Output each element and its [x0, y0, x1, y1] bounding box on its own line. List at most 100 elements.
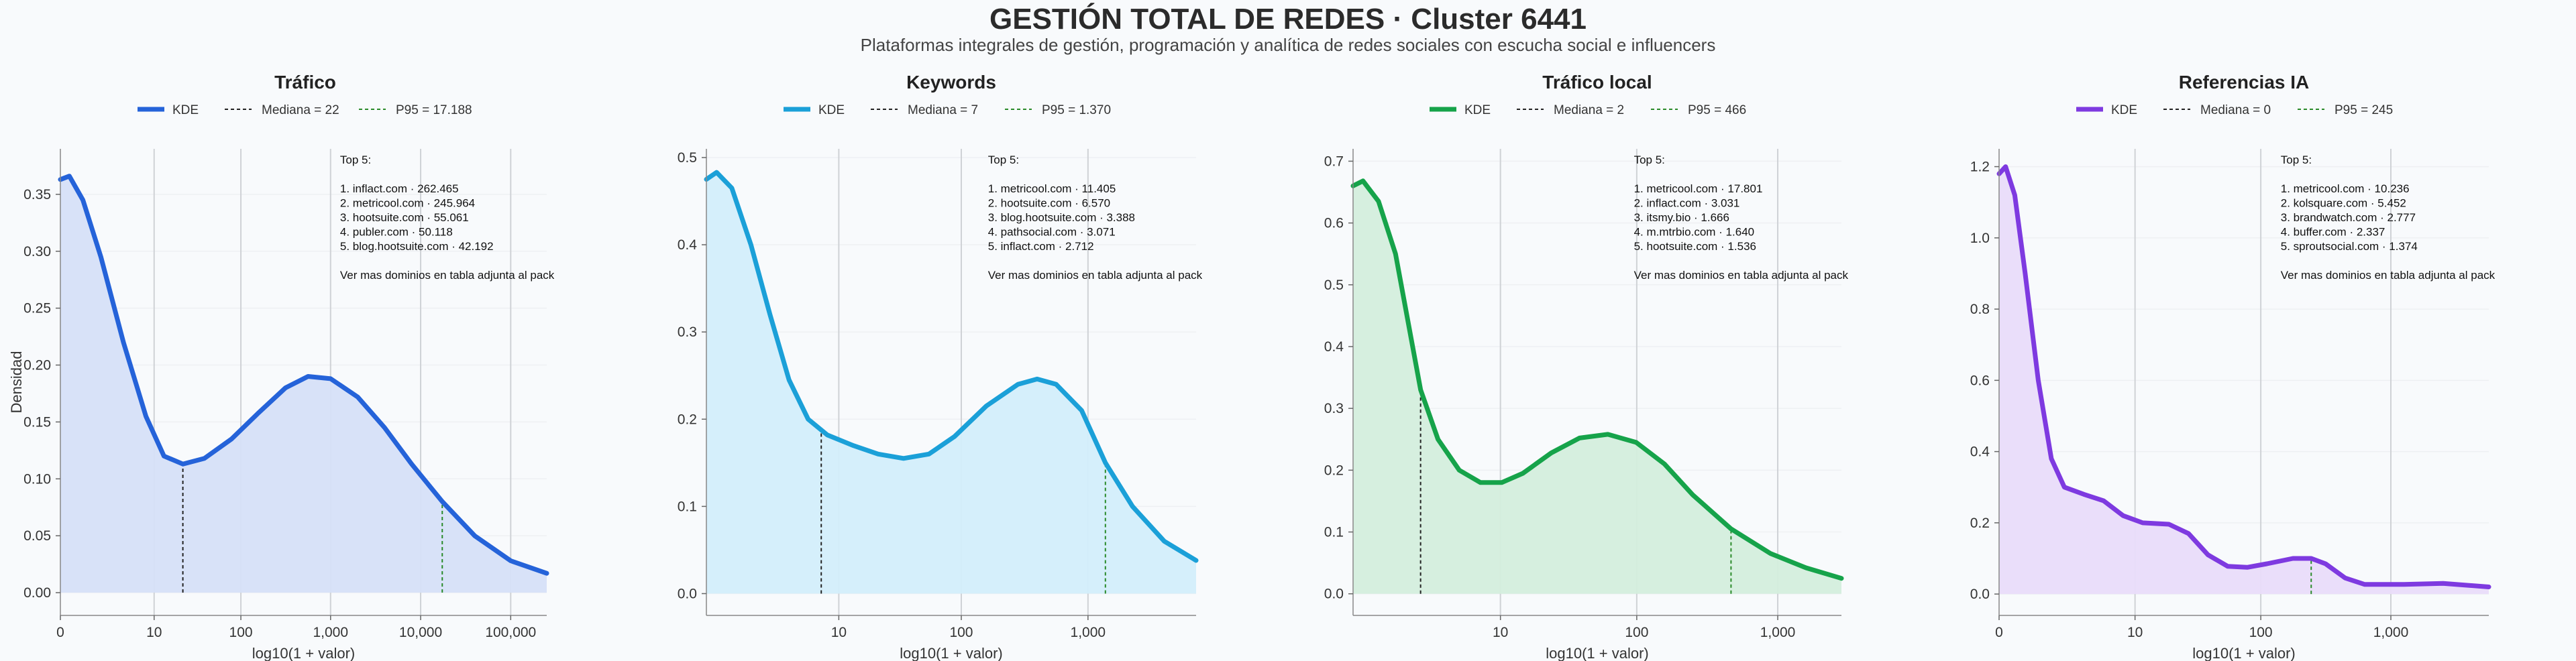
legend-kde-label: KDE	[818, 103, 845, 117]
annotation-line: Ver mas dominios en tabla adjunta al pac…	[1634, 269, 1849, 282]
x-tick-label: 1,000	[1071, 625, 1106, 640]
y-tick-label: 0.3	[678, 324, 697, 340]
y-tick-label: 0.6	[1324, 216, 1344, 231]
annotation-line: Top 5:	[988, 154, 1019, 166]
annotation-line: 2. hootsuite.com · 6.570	[988, 197, 1110, 210]
annotation-line: 4. buffer.com · 2.337	[2281, 226, 2385, 239]
chart-panel-2: Keywords KDE Mediana = 7 P95 = 1.370 0.0 0.1 0…	[678, 72, 1203, 661]
y-tick-label: 0.6	[1970, 373, 1990, 388]
annotation-line: Ver mas dominios en tabla adjunta al pac…	[988, 269, 1203, 282]
annotation-line: 4. m.mtrbio.com · 1.640	[1634, 226, 1755, 239]
x-tick-label: 100	[949, 625, 973, 640]
chart-title: Tráfico local	[1542, 72, 1652, 93]
y-tick-label: 0.2	[1324, 463, 1344, 478]
y-tick-label: 0.4	[678, 237, 698, 253]
y-tick-label: 0.00	[23, 585, 51, 601]
legend-median-label: Mediana = 22	[262, 103, 339, 117]
kde-line	[58, 174, 549, 576]
kde-line	[704, 170, 1199, 563]
x-tick-label: 10	[146, 625, 162, 640]
x-tick-label: 0	[56, 625, 64, 640]
annotation-line: 2. inflact.com · 3.031	[1634, 197, 1740, 210]
y-tick-label: 0.15	[23, 414, 51, 430]
x-axis-label: log10(1 + valor)	[1546, 645, 1648, 661]
annotation-line: Top 5:	[340, 154, 371, 166]
x-tick-label: 1,000	[313, 625, 348, 640]
y-tick-label: 0.1	[1324, 525, 1344, 540]
x-axis-label: log10(1 + valor)	[900, 645, 1002, 661]
annotation-line: 2. metricool.com · 245.964	[340, 197, 475, 210]
y-tick-label: 0.5	[678, 150, 697, 166]
x-axis-label: log10(1 + valor)	[252, 645, 355, 661]
kde-area	[60, 176, 547, 593]
legend-median-label: Mediana = 7	[908, 103, 978, 117]
y-tick-label: 0.2	[678, 412, 697, 427]
y-tick-label: 0.1	[678, 499, 697, 514]
y-axis-label: Densidad	[8, 351, 25, 414]
annotation-line: Top 5:	[2281, 154, 2312, 166]
chart-title: Tráfico	[274, 72, 336, 93]
legend-p95-label: P95 = 1.370	[1042, 103, 1111, 117]
y-tick-label: 1.0	[1970, 231, 1990, 246]
annotation-line: 4. pathsocial.com · 3.071	[988, 226, 1116, 239]
x-tick-label: 10	[2127, 625, 2143, 640]
kde-area	[1353, 180, 1841, 594]
x-tick-label: 100	[229, 625, 253, 640]
annotation-line: 3. brandwatch.com · 2.777	[2281, 211, 2416, 224]
y-tick-label: 0.35	[23, 187, 51, 202]
annotation-line: 5. hootsuite.com · 1.536	[1634, 240, 1756, 253]
kde-line	[1350, 178, 1844, 581]
annotation-line: 3. itsmy.bio · 1.666	[1634, 211, 1729, 224]
y-tick-label: 0.4	[1324, 339, 1344, 355]
y-tick-label: 0.10	[23, 471, 51, 487]
x-tick-label: 10	[1493, 625, 1508, 640]
y-tick-label: 0.30	[23, 244, 51, 259]
x-tick-label: 100,000	[485, 625, 536, 640]
annotation-line: 5. inflact.com · 2.712	[988, 240, 1094, 253]
x-tick-label: 1,000	[1760, 625, 1796, 640]
y-tick-label: 0.7	[1324, 154, 1344, 169]
x-axis-label: log10(1 + valor)	[2192, 645, 2295, 661]
chart-panel-1: Tráfico KDE Mediana = 22 P95 = 17.188 0.00 0.…	[23, 72, 555, 661]
y-tick-label: 0.05	[23, 528, 51, 544]
y-tick-label: 0.4	[1970, 444, 1990, 460]
chart-title: Keywords	[906, 72, 996, 93]
legend-p95-label: P95 = 466	[1688, 103, 1746, 117]
chart-panel-3: Tráfico local KDE Mediana = 2 P95 = 466 0.0 0…	[1324, 72, 1849, 661]
legend-p95-label: P95 = 17.188	[396, 103, 472, 117]
y-tick-label: 1.2	[1970, 160, 1990, 175]
legend-kde-label: KDE	[1464, 103, 1491, 117]
legend-median-label: Mediana = 0	[2200, 103, 2271, 117]
annotation-line: 5. blog.hootsuite.com · 42.192	[340, 240, 494, 253]
annotation-line: 5. sproutsocial.com · 1.374	[2281, 240, 2418, 253]
x-tick-label: 0	[1995, 625, 2003, 640]
y-tick-label: 0.0	[1324, 587, 1344, 602]
page-subtitle: Plataformas integrales de gestión, progr…	[860, 35, 1716, 55]
y-tick-label: 0.2	[1970, 516, 1990, 531]
annotation-line: 1. metricool.com · 10.236	[2281, 182, 2410, 195]
y-tick-label: 0.20	[23, 358, 51, 373]
x-tick-label: 10	[831, 625, 847, 640]
y-tick-label: 0.5	[1324, 278, 1344, 293]
annotation-line: Ver mas dominios en tabla adjunta al pac…	[340, 269, 555, 282]
annotation-line: 1. metricool.com · 17.801	[1634, 182, 1763, 195]
y-tick-label: 0.8	[1970, 302, 1990, 317]
chart-title: Referencias IA	[2179, 72, 2310, 93]
kde-area	[706, 172, 1196, 594]
y-tick-label: 0.0	[1970, 587, 1990, 602]
x-tick-label: 10,000	[399, 625, 442, 640]
x-tick-label: 100	[1625, 625, 1648, 640]
legend-p95-label: P95 = 245	[2334, 103, 2393, 117]
annotation-line: 4. publer.com · 50.118	[340, 226, 453, 239]
y-tick-label: 0.0	[678, 586, 697, 601]
annotation-line: Ver mas dominios en tabla adjunta al pac…	[2281, 269, 2496, 282]
annotation-line: 3. hootsuite.com · 55.061	[340, 211, 469, 224]
kde-area	[1999, 166, 2489, 595]
legend-kde-label: KDE	[172, 103, 199, 117]
page-title: GESTIÓN TOTAL DE REDES · Cluster 6441	[989, 3, 1587, 36]
annotation-line: 1. metricool.com · 11.405	[988, 182, 1116, 195]
annotation-line: 2. kolsquare.com · 5.452	[2281, 197, 2406, 210]
annotation-line: 3. blog.hootsuite.com · 3.388	[988, 211, 1135, 224]
y-tick-label: 0.3	[1324, 401, 1344, 416]
